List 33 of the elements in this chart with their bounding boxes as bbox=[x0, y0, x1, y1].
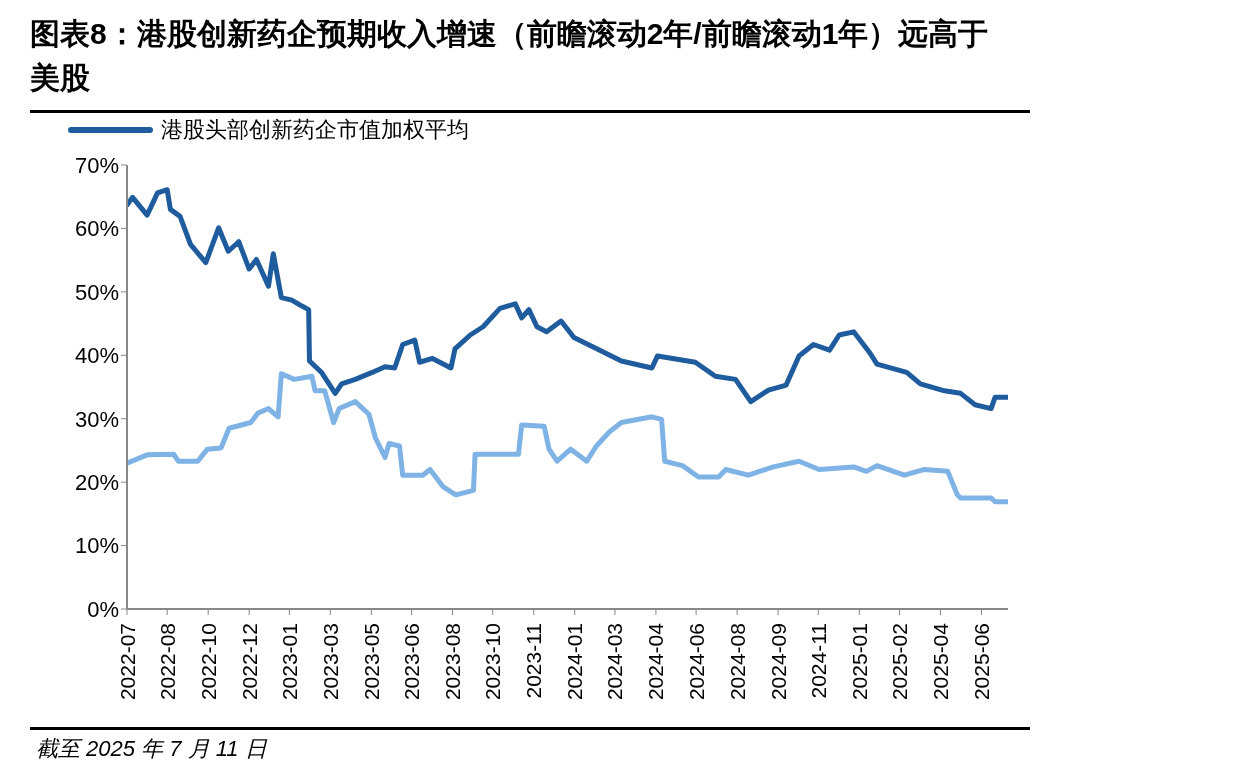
x-tick-label: 2023-10 bbox=[481, 623, 505, 701]
text: 截至 2025 年 7 月 11 日 bbox=[35, 735, 268, 763]
x-tick-label: 2023-11 bbox=[522, 623, 546, 699]
x-tick-label: 2025-06 bbox=[969, 623, 993, 701]
y-tick-label: 40% bbox=[74, 343, 119, 369]
x-tick-label: 2024-04 bbox=[644, 622, 668, 701]
x-tick-label: 2024-01 bbox=[563, 623, 587, 701]
x-tick-label: 2023-06 bbox=[400, 623, 424, 701]
x-tick-label: 2022-08 bbox=[155, 623, 179, 701]
x-tick-label: 2024-03 bbox=[603, 623, 627, 701]
y-tick-label: 50% bbox=[74, 279, 119, 305]
x-tick-label: 2024-06 bbox=[684, 623, 708, 701]
x-tick-label: 2023-08 bbox=[441, 623, 465, 701]
x-tick-label: 2022-10 bbox=[196, 623, 220, 701]
x-tick-label: 2022-07 bbox=[115, 623, 139, 701]
y-tick-label: 0% bbox=[87, 596, 119, 622]
x-tick-label: 2023-03 bbox=[318, 623, 342, 701]
legend-label: 港股头部创新药企市值加权平均 bbox=[161, 116, 469, 144]
x-tick-label: 2024-09 bbox=[766, 623, 790, 701]
x-tick-label: 2023-01 bbox=[277, 623, 301, 701]
y-tick-label: 60% bbox=[74, 216, 119, 242]
x-tick-label: 2025-04 bbox=[928, 622, 952, 701]
x-tick-label: 2023-05 bbox=[359, 623, 383, 701]
chart-title: 图表8：港股创新药企预期收入增速（前瞻滚动2年/前瞻滚动1年）远高于美股 bbox=[29, 16, 990, 96]
x-tick-label: 2024-11 bbox=[806, 623, 830, 699]
x-tick-label: 2024-08 bbox=[725, 623, 749, 701]
x-tick-label: 2022-12 bbox=[237, 623, 261, 701]
x-tick-label: 2025-02 bbox=[887, 623, 911, 701]
y-tick-label: 10% bbox=[74, 533, 119, 559]
x-tick-label: 2025-01 bbox=[847, 623, 871, 701]
y-tick-label: 20% bbox=[74, 469, 119, 495]
y-tick-label: 70% bbox=[74, 152, 119, 178]
y-tick-label: 30% bbox=[74, 406, 119, 432]
